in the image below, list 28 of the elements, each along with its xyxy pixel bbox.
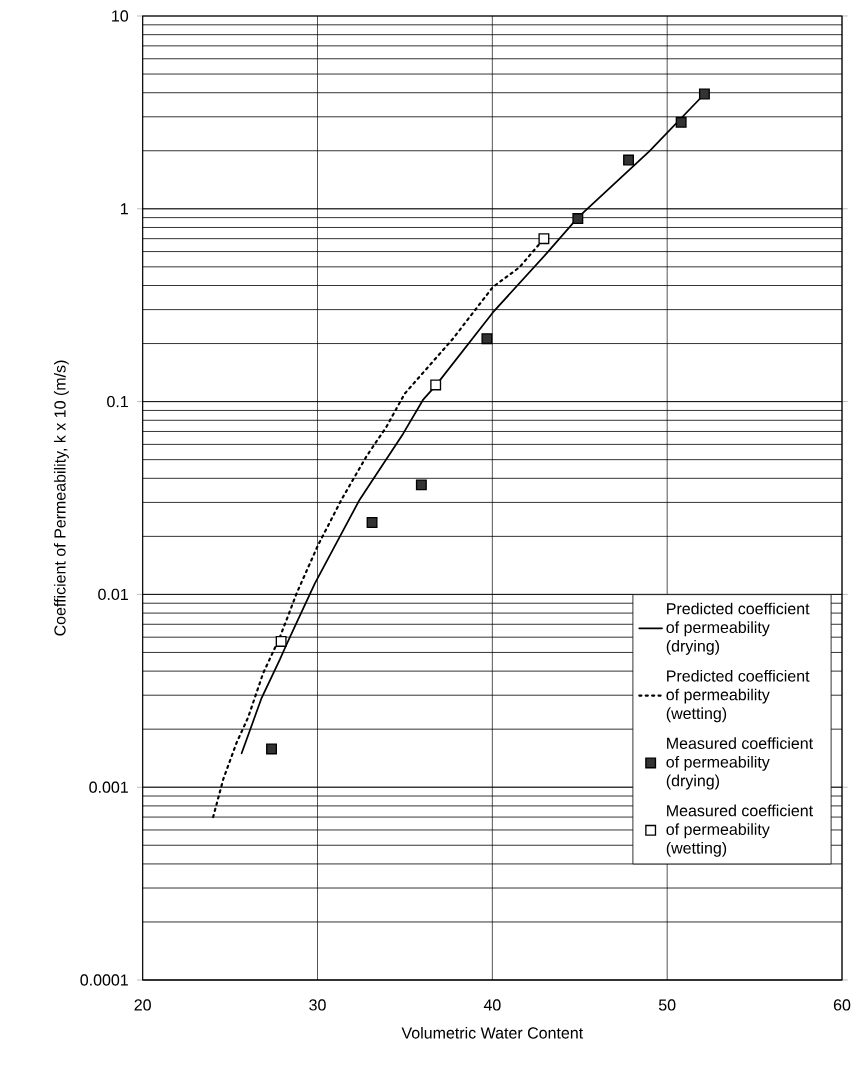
legend-label: Predicted coefficient of permeability (drying)	[666, 602, 810, 655]
y-tick-label: 0.001	[89, 781, 128, 793]
point	[266, 743, 277, 755]
x-tick-label: 40	[483, 999, 501, 1011]
point	[430, 379, 442, 391]
x-axis-title: Volumetric Water Content	[401, 1026, 584, 1039]
legend-label: Predicted coefficient of permeability (wetting)	[666, 669, 810, 723]
x-tick-label: 60	[833, 999, 851, 1011]
legend-label: Measured coefficient of permeability (drying)	[666, 737, 813, 790]
point	[675, 116, 687, 128]
point	[698, 88, 710, 100]
point	[275, 636, 287, 647]
y-axis-title: Coefficient of Permeability, k x 10 (m/s)	[53, 360, 69, 636]
y-tick-label: 10	[112, 10, 129, 22]
x-tick-label: 30	[309, 999, 326, 1011]
legend-label: Measured coefficient of permeability (wetting)	[666, 804, 813, 857]
y-tick-label: 0.1	[107, 395, 128, 408]
point	[481, 333, 493, 345]
point	[572, 213, 584, 225]
y-tick-label: 1	[121, 203, 128, 215]
point	[623, 154, 635, 166]
point	[366, 517, 378, 528]
x-tick-label: 50	[658, 999, 676, 1011]
point	[538, 233, 550, 245]
point	[415, 479, 427, 491]
x-tick-label: 20	[134, 999, 151, 1011]
y-tick-label: 0.01	[98, 588, 128, 601]
y-tick-label: 0.0001	[80, 974, 128, 986]
